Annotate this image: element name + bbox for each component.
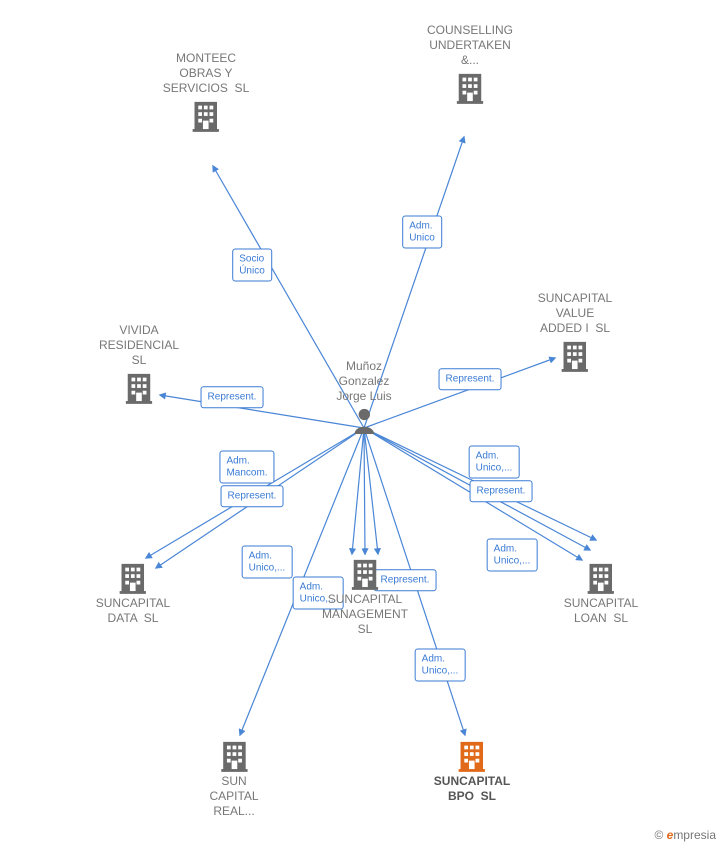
edge-line bbox=[213, 166, 364, 428]
edges-layer bbox=[0, 0, 728, 850]
brand-rest: mpresia bbox=[673, 828, 716, 842]
footer-attribution: © empresia bbox=[654, 828, 716, 842]
edge-line bbox=[352, 428, 364, 554]
edge-line bbox=[364, 428, 365, 554]
edge-line bbox=[364, 137, 464, 428]
edge-line bbox=[364, 358, 555, 428]
copyright-symbol: © bbox=[654, 828, 663, 842]
edge-line bbox=[364, 428, 582, 560]
edge-line bbox=[156, 428, 364, 568]
edge-line bbox=[240, 428, 364, 735]
edge-line bbox=[364, 428, 596, 540]
edge-line bbox=[160, 395, 364, 428]
edge-line bbox=[146, 428, 364, 558]
edge-line bbox=[364, 428, 378, 554]
